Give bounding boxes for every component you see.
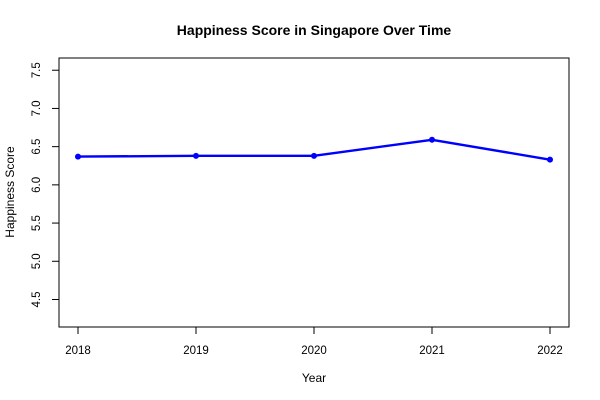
- data-point: [75, 153, 81, 160]
- x-tick-label: 2018: [65, 345, 91, 357]
- x-tick-label: 2022: [537, 345, 563, 357]
- y-tick-label: 4.5: [31, 291, 43, 307]
- data-point: [193, 152, 199, 159]
- data-point: [429, 136, 435, 143]
- x-axis: 2018 2019 2020 2021 2022: [65, 326, 563, 357]
- y-axis: 4.5 5.0 5.5 6.0 6.5 7.0 7.5: [31, 62, 60, 307]
- series-layer: [75, 136, 553, 163]
- x-tick-label: 2019: [183, 345, 209, 357]
- x-tick-label: 2020: [301, 345, 327, 357]
- y-tick-label: 5.5: [31, 215, 43, 231]
- x-tick-label: 2021: [419, 345, 445, 357]
- y-tick-label: 7.5: [31, 62, 43, 78]
- x-axis-label: Year: [302, 371, 326, 385]
- y-tick-label: 6.5: [31, 139, 43, 155]
- data-point: [311, 152, 317, 159]
- plot-frame: [58, 57, 570, 328]
- y-tick-label: 7.0: [31, 100, 43, 116]
- data-point: [547, 156, 553, 163]
- y-tick-label: 6.0: [31, 177, 43, 193]
- chart-title: Happiness Score in Singapore Over Time: [177, 22, 452, 38]
- y-tick-label: 5.0: [31, 253, 43, 269]
- y-axis-label: Happiness Score: [3, 146, 17, 238]
